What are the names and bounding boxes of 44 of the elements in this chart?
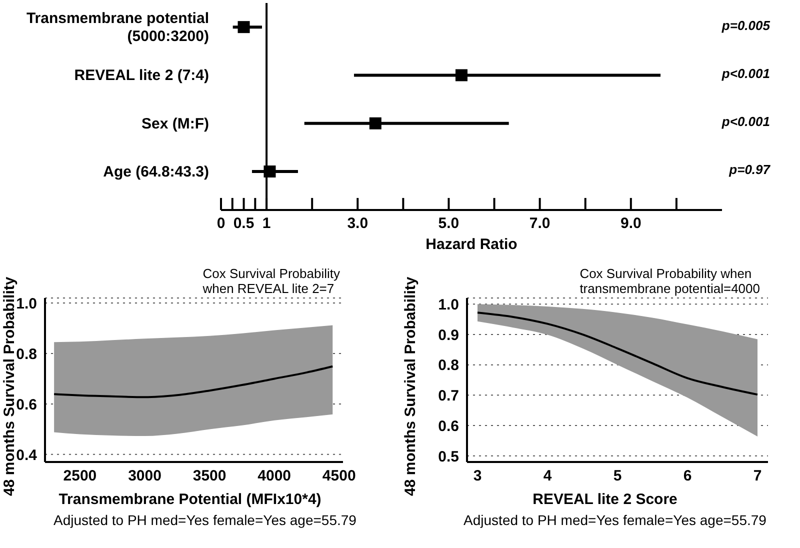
text: Adjusted to PH med=Yes female=Yes age=55.79 — [462, 512, 768, 528]
y-tick-label: 0.6 — [16, 396, 37, 414]
y-tick-label: Age (64.8:43.3) — [103, 163, 209, 180]
y-tick-label: Transmembrane potential (5000:3200) — [26, 10, 209, 46]
x-tick-label: 3000 — [128, 468, 162, 485]
x-tick-label: 5 — [613, 468, 622, 485]
y-axis-title: 48 months Survival Probability — [1, 275, 18, 498]
y-tick-label: Sex (M:F) — [142, 115, 210, 132]
x-tick-label: 9.0 — [620, 215, 642, 232]
chart-title: Cox Survival Probability when transmembrane potential=4000 — [580, 266, 760, 296]
annotation: p<0.001 — [722, 114, 770, 130]
y-tick-label: 0.8 — [16, 346, 37, 363]
x-tick-label: 7.0 — [529, 215, 550, 232]
x-tick-label: 4500 — [322, 468, 356, 485]
y-tick-label: 0.5 — [438, 448, 459, 466]
x-tick-label: 3 — [473, 468, 482, 485]
x-tick-label: 4 — [543, 468, 552, 485]
x-tick-label: 0 — [216, 215, 226, 232]
chart-title: Cox Survival Probability when REVEAL lite 2=7 — [202, 266, 340, 296]
x-axis-title: Hazard Ratio — [424, 236, 518, 253]
text: p=0.97 — [729, 162, 770, 178]
x-tick-label: 0.5 — [233, 215, 254, 232]
x-tick-label: 2500 — [63, 468, 97, 485]
x-tick-label: 1 — [262, 215, 271, 232]
y-tick-label: REVEAL lite 2 (7:4) — [74, 67, 209, 84]
x-axis-title: Transmembrane Potential (MFIx10*4) — [58, 491, 322, 508]
text: Adjusted to PH med=Yes female=Yes age=55.79 — [52, 512, 358, 528]
y-axis-title: 48 months Survival Probability — [402, 275, 419, 498]
annotation: p<0.001 — [722, 66, 770, 82]
x-tick-label: 6 — [683, 468, 692, 485]
y-tick-label: 1.0 — [16, 295, 37, 312]
y-tick-label: 1.0 — [438, 296, 459, 314]
x-tick-label: 3500 — [192, 468, 226, 485]
y-tick-label: 0.8 — [438, 357, 459, 374]
x-tick-label: 5.0 — [438, 215, 460, 232]
y-tick-label: 0.9 — [438, 326, 459, 344]
y-tick-label: 0.4 — [16, 446, 38, 464]
y-tick-label: 0.7 — [438, 388, 459, 405]
x-tick-label: 4000 — [258, 468, 292, 485]
annotation: p=0.005 — [722, 18, 770, 34]
y-tick-label: 0.6 — [438, 418, 459, 435]
x-tick-label: 3.0 — [347, 215, 368, 232]
x-tick-label: 7 — [753, 468, 762, 485]
x-axis-title: REVEAL lite 2 Score — [532, 491, 678, 508]
